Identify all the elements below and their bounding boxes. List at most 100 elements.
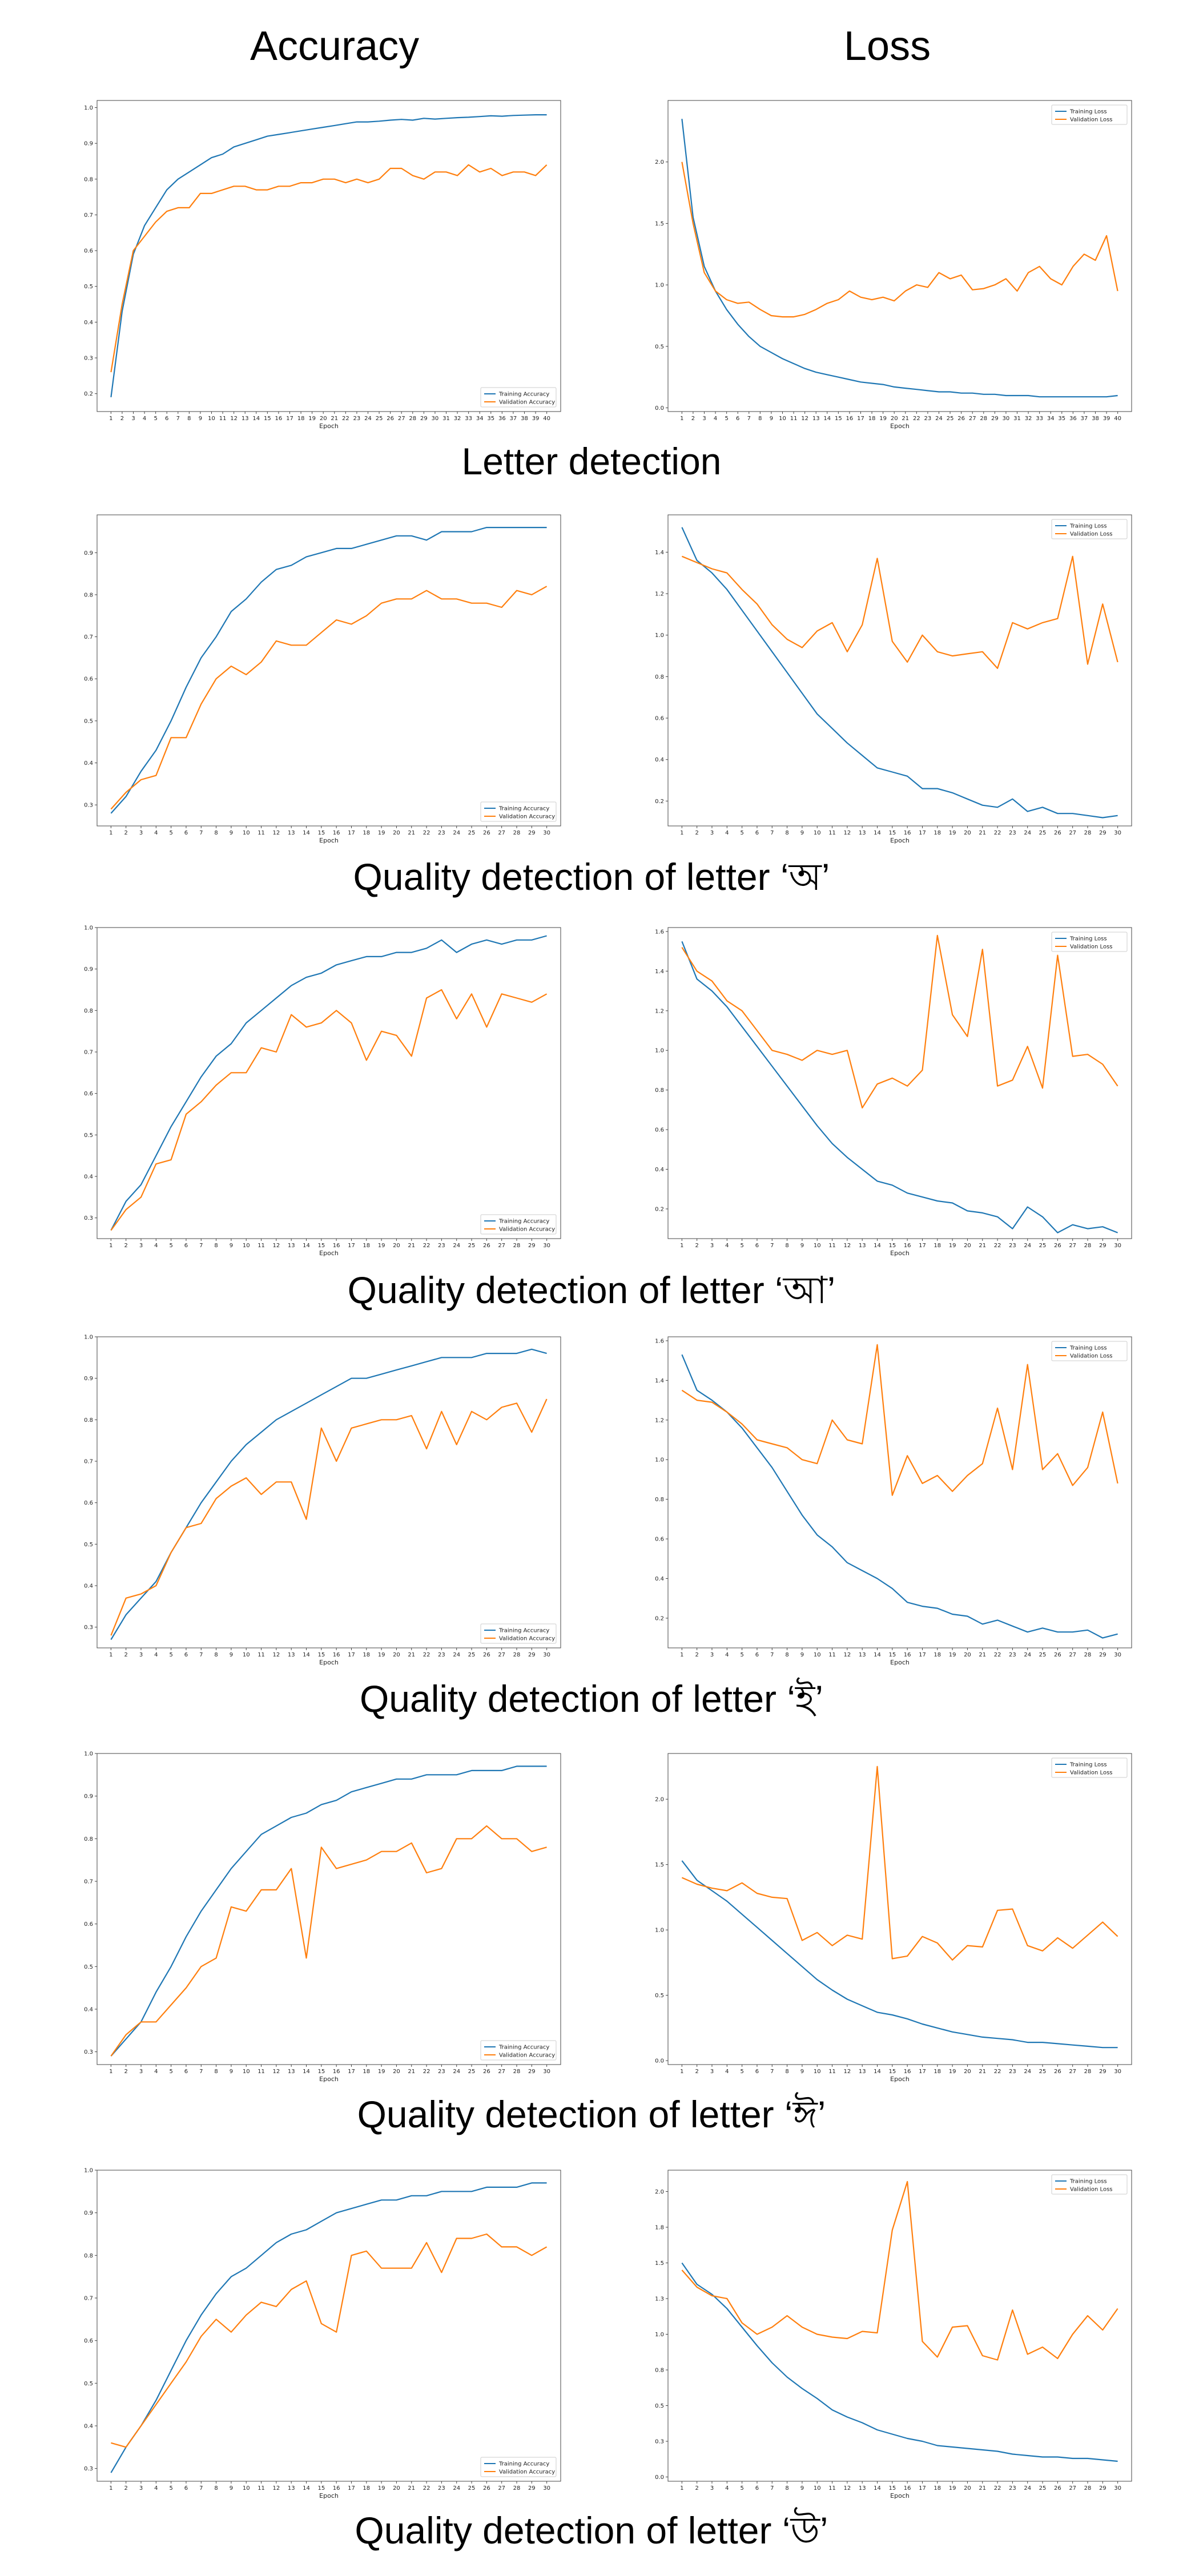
x-tick-label: 2 bbox=[695, 1243, 698, 1249]
x-tick-label: 7 bbox=[770, 2069, 774, 2075]
x-tick-label: 9 bbox=[199, 416, 202, 422]
y-tick-label: 0.3 bbox=[84, 1215, 93, 1222]
x-tick-label: 15 bbox=[888, 830, 896, 836]
x-tick-label: 24 bbox=[453, 830, 460, 836]
plot-frame bbox=[96, 927, 561, 1239]
legend-label: Training Loss bbox=[1069, 523, 1107, 530]
legend-box bbox=[1051, 1757, 1128, 1778]
x-tick-label: 15 bbox=[888, 1652, 896, 1658]
y-tick-label: 1.5 bbox=[655, 1862, 664, 1868]
x-tick-label: 26 bbox=[483, 1243, 490, 1249]
x-tick-label: 9 bbox=[800, 2485, 804, 2492]
x-tick-label: 8 bbox=[785, 2485, 788, 2492]
x-tick-label: 5 bbox=[725, 416, 728, 422]
x-tick-label: 10 bbox=[814, 1243, 821, 1249]
x-tick-label: 7 bbox=[199, 1652, 203, 1658]
x-tick-label: 11 bbox=[257, 1652, 265, 1658]
x-tick-label: 26 bbox=[483, 1652, 490, 1658]
x-tick-label: 7 bbox=[199, 1243, 203, 1249]
x-tick-label: 14 bbox=[303, 830, 310, 836]
accuracy-chart-letter-ii: 0.3 0.4 0.5 0.6 0.7 0.8 0.9 1.0 1 2 3 4 5 6 7 8 9 10 11 12 1… bbox=[74, 1750, 564, 2087]
x-tick-label: 6 bbox=[755, 1652, 759, 1658]
x-tick-label: 10 bbox=[779, 416, 786, 422]
x-tick-label: 25 bbox=[947, 416, 954, 422]
x-tick-label: 28 bbox=[513, 2069, 521, 2075]
chart-svg: 0.20.30.40.50.60.70.80.91.01 2 3 4 5 6 7 8 9 10 11… bbox=[84, 100, 561, 430]
x-tick-label: 18 bbox=[297, 416, 305, 422]
chart-svg: 0.30.40.50.60.70.80.91.01 2 3 4 5 6 7 8 9 10 11 12 1… bbox=[84, 2168, 561, 2500]
y-tick-label: 1.4 bbox=[655, 1378, 664, 1384]
x-tick-label: 4 bbox=[725, 830, 729, 836]
x-tick-label: 2 bbox=[124, 1243, 127, 1249]
x-tick-label: 13 bbox=[288, 1652, 295, 1658]
x-tick-label: 15 bbox=[888, 1243, 896, 1249]
y-tick-label: 1.0 bbox=[655, 632, 664, 639]
training-series-line bbox=[110, 935, 547, 1231]
y-tick-label: 0.6 bbox=[655, 1537, 664, 1543]
x-tick-label: 37 bbox=[1081, 416, 1088, 422]
y-tick-label: 1.0 bbox=[655, 283, 664, 289]
x-tick-label: 1 bbox=[109, 830, 112, 836]
x-tick-label: 29 bbox=[528, 1243, 536, 1249]
x-tick-label: 29 bbox=[1099, 2485, 1106, 2492]
x-tick-label: 8 bbox=[214, 1243, 218, 1249]
x-tick-label: 30 bbox=[1114, 1652, 1121, 1658]
y-tick-label: 0.5 bbox=[655, 344, 664, 350]
x-tick-label: 26 bbox=[483, 830, 490, 836]
x-tick-label: 26 bbox=[1054, 2069, 1061, 2075]
x-tick-label: 17 bbox=[286, 416, 293, 422]
x-tick-label: 19 bbox=[378, 1243, 385, 1249]
x-tick-label: 27 bbox=[1069, 2485, 1076, 2492]
x-tick-label: 11 bbox=[257, 2069, 265, 2075]
legend-box bbox=[480, 1623, 557, 1644]
x-tick-label: 2 bbox=[695, 1652, 698, 1658]
y-tick-label: 1.0 bbox=[655, 1928, 664, 1934]
x-tick-label: 18 bbox=[363, 2485, 370, 2492]
x-tick-label: 10 bbox=[814, 1652, 821, 1658]
x-tick-label: 23 bbox=[1009, 2069, 1016, 2075]
x-tick-label: 17 bbox=[919, 2485, 926, 2492]
y-tick-label: 0.9 bbox=[84, 966, 93, 973]
x-tick-label: 11 bbox=[257, 1243, 265, 1249]
x-tick-label: 27 bbox=[398, 416, 405, 422]
x-tick-label: 8 bbox=[214, 2485, 218, 2492]
x-tick-label: 29 bbox=[1099, 830, 1106, 836]
x-tick-label: 11 bbox=[828, 2485, 836, 2492]
row-caption-letter-i: Quality detection of letter ‘ই’ bbox=[359, 1678, 824, 1720]
validation-series-line bbox=[681, 1344, 1118, 1496]
x-tick-label: 12 bbox=[273, 2069, 280, 2075]
x-tick-label: 19 bbox=[378, 2069, 385, 2075]
row-caption-letter-ii: Quality detection of letter ‘ঈ’ bbox=[357, 2093, 826, 2135]
x-tick-label: 3 bbox=[710, 2069, 714, 2075]
training-series-line bbox=[110, 527, 547, 814]
y-tick-label: 1.0 bbox=[84, 105, 93, 111]
x-tick-label: 2 bbox=[124, 1652, 127, 1658]
x-tick-label: 30 bbox=[543, 830, 550, 836]
row-caption-letter-aa: Quality detection of letter ‘আ’ bbox=[347, 1269, 836, 1311]
y-tick-label: 0.4 bbox=[84, 1174, 93, 1180]
y-tick-label: 0.6 bbox=[84, 676, 93, 683]
legend-box bbox=[1051, 519, 1128, 539]
y-tick-label: 0.5 bbox=[655, 2403, 664, 2409]
x-axis-label: Epoch bbox=[890, 2075, 910, 2083]
legend: Training Accuracy Validation Accuracy bbox=[480, 387, 557, 408]
x-tick-label: 15 bbox=[317, 2069, 325, 2075]
x-tick-label: 29 bbox=[1099, 1652, 1106, 1658]
legend-label: Validation Accuracy bbox=[499, 814, 555, 820]
x-tick-label: 20 bbox=[393, 2485, 400, 2492]
plot-frame bbox=[667, 514, 1132, 827]
x-axis-label: Epoch bbox=[890, 2492, 910, 2500]
x-tick-label: 16 bbox=[904, 830, 911, 836]
x-tick-label: 28 bbox=[980, 416, 987, 422]
y-tick-label: 0.9 bbox=[84, 2210, 93, 2216]
y-tick-label: 0.8 bbox=[655, 2368, 664, 2374]
legend-box bbox=[480, 387, 557, 408]
training-series-line bbox=[681, 1354, 1118, 1639]
x-tick-label: 6 bbox=[184, 2485, 188, 2492]
x-tick-label: 1 bbox=[680, 2485, 683, 2492]
x-tick-label: 19 bbox=[879, 416, 887, 422]
legend-label: Validation Loss bbox=[1070, 531, 1113, 538]
x-tick-label: 8 bbox=[785, 2069, 788, 2075]
legend-label: Training Accuracy bbox=[498, 1219, 549, 1225]
